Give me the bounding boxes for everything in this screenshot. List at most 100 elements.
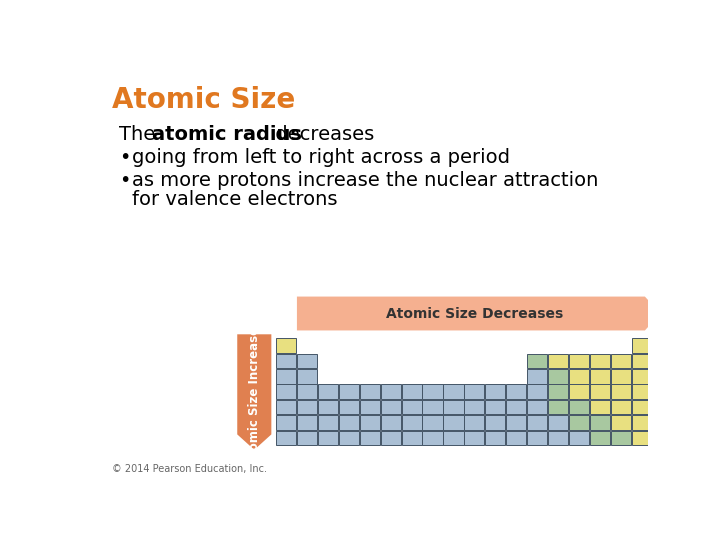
Text: •: • (120, 148, 131, 167)
Bar (527, 430, 547, 445)
Bar (423, 400, 443, 414)
Bar (444, 415, 464, 430)
Bar (444, 430, 464, 445)
Text: Atomic Size Increases: Atomic Size Increases (248, 320, 261, 464)
Bar (611, 384, 631, 399)
Bar (297, 369, 317, 383)
Bar (569, 430, 589, 445)
Bar (464, 400, 485, 414)
Bar (631, 369, 652, 383)
Bar (423, 384, 443, 399)
Bar (402, 400, 422, 414)
Bar (402, 415, 422, 430)
Bar (569, 400, 589, 414)
Bar (276, 338, 296, 353)
Bar (631, 384, 652, 399)
Bar (611, 430, 631, 445)
Bar (276, 430, 296, 445)
Bar (423, 415, 443, 430)
Bar (569, 354, 589, 368)
Bar (297, 400, 317, 414)
Bar (318, 415, 338, 430)
Bar (318, 400, 338, 414)
Bar (297, 384, 317, 399)
Bar (590, 400, 610, 414)
Bar (381, 400, 401, 414)
Bar (276, 415, 296, 430)
Bar (402, 384, 422, 399)
Bar (276, 369, 296, 383)
Text: atomic radius: atomic radius (153, 125, 302, 144)
Bar (548, 369, 568, 383)
Bar (548, 430, 568, 445)
Bar (381, 430, 401, 445)
Bar (631, 415, 652, 430)
Bar (360, 415, 380, 430)
Bar (527, 354, 547, 368)
Bar (339, 415, 359, 430)
Bar (485, 430, 505, 445)
Bar (485, 415, 505, 430)
Bar (569, 369, 589, 383)
Bar (590, 369, 610, 383)
Bar (485, 400, 505, 414)
Bar (611, 415, 631, 430)
Bar (611, 400, 631, 414)
Text: The: The (120, 125, 162, 144)
Bar (485, 384, 505, 399)
Bar (318, 384, 338, 399)
Bar (381, 384, 401, 399)
Bar (590, 354, 610, 368)
Bar (318, 430, 338, 445)
Bar (297, 430, 317, 445)
Bar (527, 369, 547, 383)
Text: going from left to right across a period: going from left to right across a period (132, 148, 510, 167)
Bar (590, 415, 610, 430)
Bar (506, 384, 526, 399)
Bar (527, 400, 547, 414)
Polygon shape (238, 334, 271, 450)
Bar (590, 384, 610, 399)
Bar (611, 354, 631, 368)
Bar (548, 400, 568, 414)
Polygon shape (297, 296, 660, 330)
Bar (339, 430, 359, 445)
Bar (464, 384, 485, 399)
Text: as more protons increase the nuclear attraction: as more protons increase the nuclear att… (132, 171, 598, 190)
Bar (506, 415, 526, 430)
Bar (631, 354, 652, 368)
Bar (527, 384, 547, 399)
Bar (569, 415, 589, 430)
Bar (402, 430, 422, 445)
Bar (548, 415, 568, 430)
Bar (339, 384, 359, 399)
Bar (631, 400, 652, 414)
Bar (276, 384, 296, 399)
Bar (360, 430, 380, 445)
Bar (423, 430, 443, 445)
Text: decreases: decreases (269, 125, 374, 144)
Bar (527, 415, 547, 430)
Bar (548, 354, 568, 368)
Text: for valence electrons: for valence electrons (132, 190, 338, 208)
Bar (548, 384, 568, 399)
Bar (360, 400, 380, 414)
Bar (297, 354, 317, 368)
Bar (276, 354, 296, 368)
Bar (381, 415, 401, 430)
Bar (506, 430, 526, 445)
Bar (444, 400, 464, 414)
Bar (297, 415, 317, 430)
Text: © 2014 Pearson Education, Inc.: © 2014 Pearson Education, Inc. (112, 464, 266, 475)
Bar (444, 384, 464, 399)
Bar (276, 400, 296, 414)
Bar (569, 384, 589, 399)
Bar (631, 430, 652, 445)
Bar (611, 369, 631, 383)
Bar (339, 400, 359, 414)
Text: Atomic Size Decreases: Atomic Size Decreases (386, 307, 564, 321)
Bar (360, 384, 380, 399)
Text: Atomic Size: Atomic Size (112, 86, 295, 114)
Bar (631, 338, 652, 353)
Bar (506, 400, 526, 414)
